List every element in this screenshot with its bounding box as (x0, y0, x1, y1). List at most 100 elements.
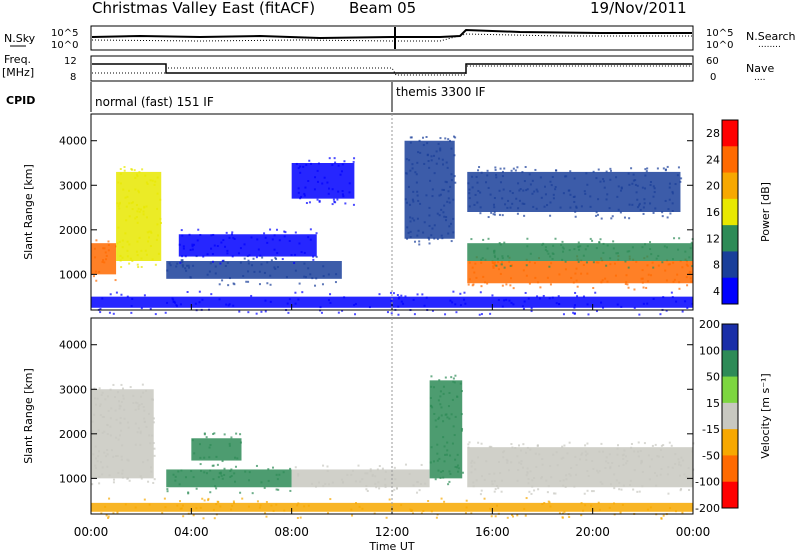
velocity-echo-speckle (394, 478, 397, 481)
power-echo-speckle (191, 243, 194, 246)
velocity-echo-speckle (562, 484, 565, 487)
power-echo-speckle (278, 239, 281, 242)
velocity-echo-speckle (491, 483, 494, 486)
velocity-echo-speckle (582, 509, 585, 512)
velocity-echo-speckle (624, 455, 627, 458)
velocity-echo-speckle (119, 421, 122, 424)
power-echo-speckle (643, 198, 646, 201)
power-echo-speckle (149, 307, 152, 310)
power-echo-speckle (510, 301, 513, 304)
power-echo-speckle (564, 260, 567, 263)
power-echo-speckle (639, 208, 642, 211)
velocity-echo-speckle (637, 455, 640, 458)
velocity-echo-speckle (660, 444, 663, 447)
velocity-echo-speckle (384, 470, 387, 473)
power-echo-speckle (114, 279, 117, 282)
velocity-echo-speckle (526, 446, 529, 449)
velocity-echo-speckle (623, 449, 626, 452)
velocity-echo-speckle (628, 483, 631, 486)
power-echo-speckle (512, 167, 515, 170)
power-echo-speckle (452, 135, 455, 138)
power-echo-speckle (154, 263, 157, 266)
velocity-echo-speckle (100, 512, 103, 515)
power-echo-speckle (135, 173, 138, 176)
power-echo-speckle (135, 216, 138, 219)
velocity-echo-speckle (493, 480, 496, 483)
velocity-echo-speckle (447, 483, 450, 486)
power-echo-speckle (542, 294, 545, 297)
power-echo-speckle (95, 239, 98, 242)
velocity-echo-speckle (109, 425, 112, 428)
power-echo-speckle (304, 186, 307, 189)
velocity-echo-speckle (488, 445, 491, 448)
power-echo-speckle (134, 188, 137, 191)
power-echo-speckle (417, 229, 420, 232)
velocity-echo-speckle (94, 464, 97, 467)
power-echo-speckle (412, 190, 415, 193)
velocity-echo-speckle (585, 454, 588, 457)
velocity-echo-speckle (668, 441, 671, 444)
power-echo-speckle (627, 266, 630, 269)
power-echo-speckle (539, 286, 542, 289)
power-echo-region (467, 243, 693, 261)
velocity-echo-speckle (640, 462, 643, 465)
velocity-echo-speckle (340, 478, 343, 481)
velocity-echo-speckle (209, 443, 212, 446)
velocity-echo-speckle (172, 473, 175, 476)
velocity-echo-speckle (457, 470, 460, 473)
power-echo-speckle (576, 285, 579, 288)
velocity-echo-speckle (438, 457, 441, 460)
power-echo-speckle (176, 305, 179, 308)
power-echo-speckle (226, 261, 229, 264)
velocity-echo-speckle (439, 395, 442, 398)
power-echo-speckle (609, 257, 612, 260)
velocity-echo-speckle (152, 421, 155, 424)
velocity-echo-speckle (516, 479, 519, 482)
velocity-echo-speckle (625, 462, 628, 465)
velocity-colorbar-tick-label: -50 (702, 449, 720, 462)
power-echo-speckle (225, 231, 228, 234)
power-echo-speckle (427, 236, 430, 239)
power-echo-speckle (389, 291, 392, 294)
power-echo-speckle (317, 162, 320, 165)
velocity-echo-speckle (101, 466, 104, 469)
velocity-echo-speckle (420, 512, 423, 515)
velocity-echo-speckle (657, 455, 660, 458)
power-echo-speckle (642, 206, 645, 209)
velocity-echo-speckle (601, 482, 604, 485)
power-echo-speckle (326, 181, 329, 184)
power-echo-speckle (255, 256, 258, 259)
power-echo-speckle (584, 248, 587, 251)
frequency-panel: Freq. [MHz] 12 8 60 0 Nave .... (2, 53, 774, 83)
velocity-echo-speckle (147, 412, 150, 415)
power-echo-speckle (451, 301, 454, 304)
velocity-colorbar-segment (722, 481, 738, 509)
power-echo-speckle (679, 260, 682, 263)
velocity-echo-speckle (96, 397, 99, 400)
velocity-echo-speckle (351, 514, 354, 517)
velocity-echo-speckle (96, 460, 99, 463)
power-echo-speckle (188, 266, 191, 269)
velocity-echo-speckle (91, 483, 94, 486)
power-echo-speckle (181, 264, 184, 267)
power-echo-speckle (600, 217, 603, 220)
velocity-echo-speckle (442, 476, 445, 479)
power-echo-speckle (614, 274, 617, 277)
power-echo-speckle (554, 188, 557, 191)
power-echo-speckle (137, 191, 140, 194)
power-echo-speckle (135, 250, 138, 253)
power-echo-speckle (435, 150, 438, 153)
power-echo-speckle (592, 261, 595, 264)
velocity-colorbar-frame (721, 323, 739, 509)
power-echo-speckle (151, 179, 154, 182)
power-echo-speckle (422, 231, 425, 234)
velocity-echo-speckle (450, 413, 453, 416)
velocity-echo-speckle (568, 473, 571, 476)
power-echo-speckle (146, 231, 149, 234)
power-echo-speckle (649, 202, 652, 205)
velocity-echo-speckle (510, 461, 513, 464)
power-echo-speckle (448, 201, 451, 204)
power-echo-speckle (690, 241, 693, 244)
velocity-echo-speckle (440, 470, 443, 473)
